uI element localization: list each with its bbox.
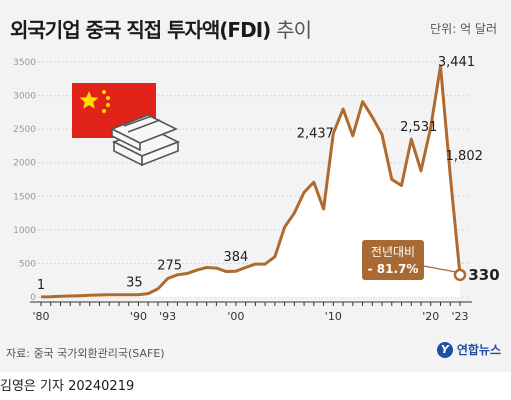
y-tick-label: 500	[19, 259, 36, 269]
source-note: 자료: 중국 국가외환관리국(SAFE)	[6, 347, 165, 360]
y-tick-labels: 0 500 1000 1500 2000 2500 3000 3500	[13, 58, 36, 303]
publish-date: 20240219	[68, 379, 135, 394]
author-name: 김영은 기자	[0, 379, 64, 394]
x-tick-label: '10	[325, 310, 342, 323]
data-label: 275	[157, 259, 182, 274]
y-tick-label: 1000	[13, 226, 36, 236]
data-label: 2,437	[297, 126, 334, 141]
money-stack-icon	[110, 114, 180, 167]
infographic-card: 외국기업 중국 직접 투자액(FDI) 추이 단위: 억 달러 0 500 1000…	[0, 0, 511, 372]
unit-label: 단위: 억 달러	[430, 22, 497, 36]
data-labels: 1 35 275 384 2,437 2,531 3,441 1,802 330	[37, 55, 500, 293]
y-tick-label: 2000	[13, 159, 36, 169]
y-tick-label: 1500	[13, 192, 36, 202]
byline: 김영은 기자 20240219	[0, 375, 134, 394]
y-tick-label: 0	[30, 293, 36, 303]
yoy-callout: 전년대비 - 81.7%	[362, 240, 457, 280]
x-tick-label: '20	[422, 310, 439, 323]
x-tick-label: '00	[227, 310, 244, 323]
title-main: 외국기업 중국 직접 투자액(FDI)	[10, 18, 271, 42]
x-tick-label: '93	[159, 310, 176, 323]
data-label: 1	[37, 278, 45, 293]
end-point-marker	[453, 268, 467, 282]
y-tick-label: 3500	[13, 58, 36, 68]
logo-text: 연합뉴스	[456, 343, 501, 357]
x-tick-label: '90	[130, 310, 147, 323]
data-label: 2,531	[400, 120, 437, 135]
data-label: 35	[126, 276, 143, 291]
x-tick-label: '80	[32, 310, 49, 323]
page-title: 외국기업 중국 직접 투자액(FDI) 추이	[10, 14, 312, 43]
y-tick-label: 2500	[13, 125, 36, 135]
title-sub: 추이	[276, 18, 312, 42]
data-label: 1,802	[446, 149, 483, 164]
callout-line2: - 81.7%	[368, 262, 419, 276]
x-axis: '80 '90 '93 '00 '10 '20 '23	[30, 301, 472, 323]
data-label: 384	[223, 250, 248, 265]
data-label: 3,441	[438, 55, 475, 70]
logo-mark-icon: Y	[436, 341, 453, 358]
x-tick-label: '23	[451, 310, 468, 323]
series-line	[40, 64, 462, 299]
yonhap-logo: Y 연합뉴스	[436, 341, 501, 358]
area-fill	[41, 66, 460, 297]
callout-line1: 전년대비	[371, 245, 415, 259]
data-label: 330	[468, 266, 499, 284]
fdi-area-chart: 0 500 1000 1500 2000 2500 3000 3500 '80 '90 '93 '0…	[13, 55, 500, 323]
y-tick-label: 3000	[13, 92, 36, 102]
